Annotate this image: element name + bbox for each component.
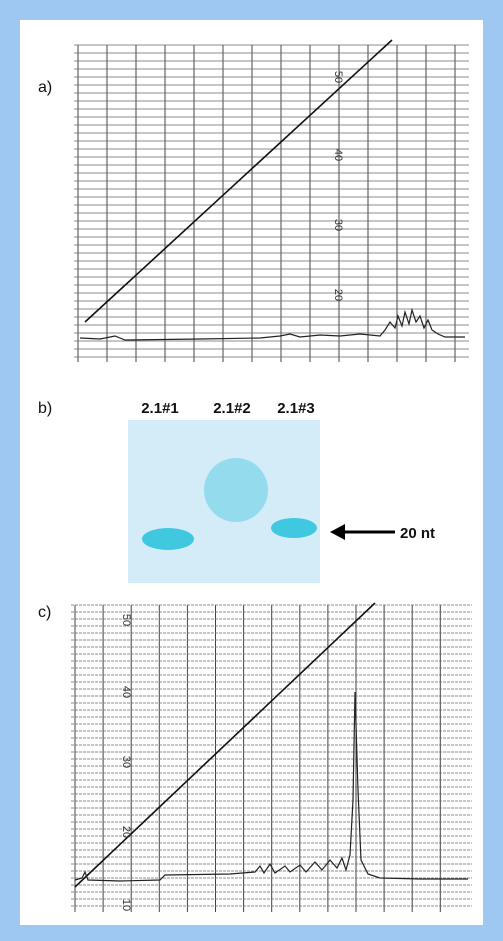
gel-band: [142, 528, 194, 550]
chart-paper-c: [71, 604, 472, 912]
arrow-head: [330, 524, 345, 540]
lane-label: 2.1#3: [277, 400, 315, 417]
scale-label: 30: [332, 219, 344, 231]
panel-label: a): [38, 79, 52, 96]
panel-label: c): [38, 604, 51, 621]
lane-label: 2.1#2: [213, 400, 251, 417]
lane-label: 2.1#1: [141, 400, 179, 417]
scale-label: 50: [120, 614, 132, 626]
scale-label: 20: [120, 826, 132, 838]
scale-label: 40: [332, 149, 344, 161]
absorbance-trace: [79, 307, 465, 341]
scale-label: 40: [120, 686, 132, 698]
gel-band: [271, 518, 317, 538]
marker-label: 20 nt: [400, 525, 435, 542]
scale-label: 30: [120, 756, 132, 768]
absorbance-trace: [74, 691, 468, 882]
scale-label: 50: [332, 71, 344, 83]
scale-label: 20: [332, 289, 344, 301]
chart-paper-a: [74, 44, 469, 362]
scale-label: 10: [120, 899, 132, 911]
gel-smear: [204, 458, 268, 522]
gradient-line: [84, 39, 393, 323]
gradient-line: [74, 602, 376, 888]
panel-label: b): [38, 400, 52, 417]
